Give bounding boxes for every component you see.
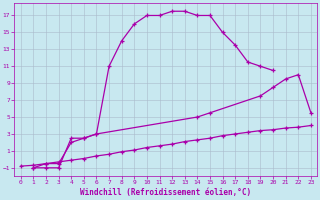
X-axis label: Windchill (Refroidissement éolien,°C): Windchill (Refroidissement éolien,°C) (80, 188, 252, 197)
